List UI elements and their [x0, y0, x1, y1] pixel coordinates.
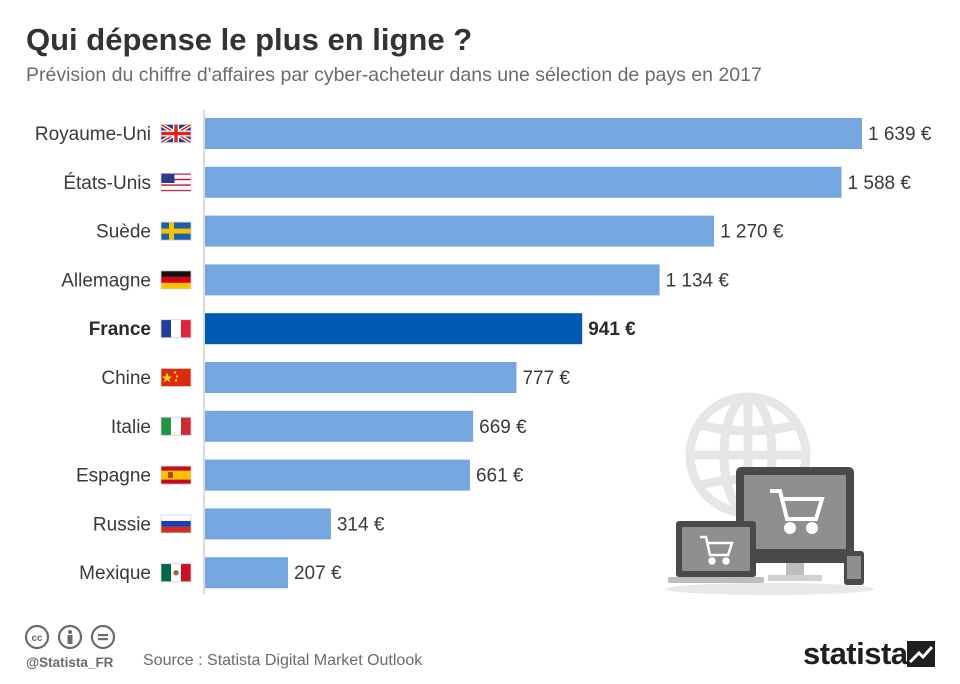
flag-de-icon	[160, 270, 192, 290]
bar-su-de	[205, 215, 715, 247]
category-label: Italie	[111, 417, 151, 438]
value-label: 661 €	[476, 466, 524, 487]
desktop-icon	[736, 467, 854, 581]
bar-chart: Royaume-Uni 1 639 € États-Unis 1 588 € Suède…	[35, 110, 932, 594]
category-label: Mexique	[79, 563, 151, 584]
value-label: 1 134 €	[666, 270, 730, 291]
statista-logo-icon	[907, 641, 935, 667]
cart-icon	[700, 535, 734, 565]
category-label: Suède	[96, 222, 151, 243]
bar--tats-unis	[205, 166, 842, 198]
chart-title: Qui dépense le plus en ligne ?	[26, 22, 473, 57]
statista-brand[interactable]: statista	[803, 636, 908, 671]
category-label: Allemagne	[61, 270, 151, 291]
phone-icon	[844, 551, 864, 585]
value-label: 207 €	[294, 563, 342, 584]
bar-france	[205, 313, 583, 345]
flag-ru-icon	[160, 514, 192, 534]
flag-it-icon	[160, 416, 192, 436]
bar-russie	[205, 508, 331, 540]
source-note: Source : Statista Digital Market Outlook	[143, 652, 423, 669]
category-label: Chine	[101, 368, 151, 389]
twitter-handle: @Statista_FR	[26, 655, 114, 670]
flag-mx-icon	[160, 563, 192, 583]
value-label: 669 €	[479, 417, 527, 438]
value-label: 941 €	[588, 319, 636, 340]
laptop-icon	[668, 521, 764, 583]
category-label: Royaume-Uni	[35, 124, 151, 145]
no-derivatives-icon	[90, 624, 116, 650]
bar-chine	[205, 362, 517, 393]
bar-allemagne	[205, 264, 660, 296]
bar-mexique	[205, 557, 288, 589]
category-label: Espagne	[76, 466, 151, 487]
category-label: Russie	[93, 514, 151, 535]
value-label: 777 €	[522, 368, 570, 389]
value-label: 1 588 €	[848, 173, 912, 194]
chart-subtitle: Prévision du chiffre d'affaires par cybe…	[26, 64, 762, 86]
bar-espagne	[205, 459, 470, 491]
category-label: États-Unis	[63, 173, 151, 194]
value-label: 314 €	[337, 514, 385, 535]
attribution-icon	[57, 624, 83, 650]
ecommerce-illustration	[666, 392, 874, 595]
svg-text:cc: cc	[31, 633, 43, 644]
flag-gb-icon	[159, 122, 193, 145]
value-label: 1 270 €	[720, 222, 784, 243]
cc-icon: cc	[24, 624, 50, 650]
flag-se-icon	[160, 221, 192, 241]
cart-icon	[770, 489, 825, 534]
flag-cn-icon	[160, 368, 192, 387]
flag-fr-icon	[160, 319, 192, 339]
flag-us-icon	[160, 172, 192, 192]
bar-italie	[205, 410, 474, 442]
value-label: 1 639 €	[868, 124, 932, 145]
bar-royaume-uni	[205, 118, 862, 149]
license-icons: cc	[24, 624, 116, 650]
flag-es-icon	[160, 465, 192, 485]
category-label: France	[89, 319, 151, 340]
